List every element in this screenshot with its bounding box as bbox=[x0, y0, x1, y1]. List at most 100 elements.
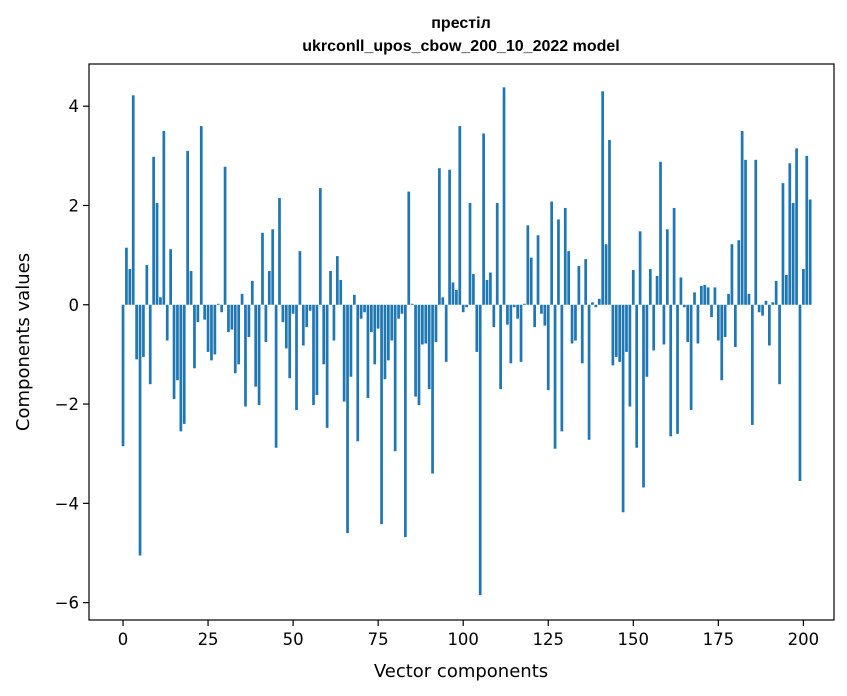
bar bbox=[267, 271, 271, 305]
bar bbox=[662, 304, 666, 345]
bar bbox=[727, 293, 730, 305]
bar bbox=[410, 303, 414, 305]
bar bbox=[359, 304, 363, 319]
bar bbox=[223, 166, 227, 305]
bar bbox=[162, 131, 166, 305]
bar bbox=[499, 304, 502, 390]
bar bbox=[233, 304, 237, 374]
bar bbox=[509, 304, 513, 364]
bar bbox=[713, 287, 717, 305]
bar bbox=[329, 271, 332, 305]
bar bbox=[526, 225, 530, 305]
bar bbox=[339, 279, 343, 305]
bar bbox=[506, 304, 509, 325]
bar bbox=[730, 244, 734, 305]
bar bbox=[159, 297, 162, 305]
bar bbox=[563, 207, 567, 305]
bar bbox=[237, 304, 241, 365]
bar bbox=[648, 269, 652, 305]
bar bbox=[301, 304, 305, 346]
bar bbox=[665, 229, 669, 305]
bar bbox=[560, 304, 564, 432]
bar bbox=[621, 304, 625, 513]
bar bbox=[740, 131, 744, 305]
bar bbox=[125, 247, 128, 305]
bar bbox=[495, 203, 499, 305]
bars-group bbox=[121, 87, 812, 596]
bar bbox=[244, 304, 247, 407]
bar bbox=[352, 294, 356, 305]
bar bbox=[710, 304, 713, 318]
bar bbox=[332, 304, 336, 341]
bar bbox=[655, 275, 659, 305]
bar bbox=[696, 304, 700, 344]
bar bbox=[274, 304, 278, 448]
bar bbox=[795, 148, 798, 305]
bar bbox=[455, 289, 458, 305]
bar bbox=[478, 304, 482, 596]
x-tick-label: 50 bbox=[283, 630, 304, 649]
bar bbox=[138, 304, 142, 556]
bar bbox=[427, 304, 431, 390]
bar bbox=[682, 304, 686, 308]
bar bbox=[186, 150, 190, 305]
bar bbox=[747, 293, 751, 305]
bar bbox=[737, 240, 741, 305]
bar bbox=[785, 274, 788, 305]
bar bbox=[774, 280, 778, 305]
bar bbox=[131, 95, 135, 305]
bar bbox=[247, 304, 251, 338]
bar bbox=[250, 280, 254, 305]
bar bbox=[540, 304, 543, 314]
x-tick-label: 0 bbox=[118, 630, 129, 649]
bar bbox=[397, 304, 400, 319]
bar bbox=[703, 284, 707, 305]
bar bbox=[363, 304, 366, 313]
y-tick-label: −4 bbox=[55, 494, 79, 513]
y-tick-label: 4 bbox=[69, 97, 80, 116]
bar bbox=[720, 304, 724, 381]
bar bbox=[679, 277, 683, 305]
bar bbox=[421, 304, 424, 345]
bar bbox=[492, 304, 496, 328]
bar bbox=[210, 304, 213, 361]
bar bbox=[614, 304, 618, 357]
bar bbox=[638, 231, 642, 305]
bar bbox=[805, 155, 809, 305]
bar bbox=[757, 304, 761, 313]
bar bbox=[771, 302, 775, 305]
bar bbox=[342, 304, 346, 402]
bar bbox=[591, 302, 594, 305]
bar bbox=[751, 304, 754, 425]
bar bbox=[597, 298, 601, 305]
bar bbox=[523, 303, 526, 305]
bar bbox=[346, 304, 349, 534]
bar bbox=[611, 304, 615, 366]
bar bbox=[424, 304, 428, 344]
bar bbox=[808, 199, 812, 305]
bar bbox=[761, 304, 764, 316]
bar bbox=[475, 304, 479, 352]
bar bbox=[577, 266, 581, 305]
bar bbox=[546, 304, 550, 391]
bar bbox=[414, 304, 417, 397]
bar bbox=[533, 304, 536, 328]
bar bbox=[570, 304, 574, 344]
bar bbox=[706, 287, 710, 305]
bar bbox=[366, 304, 370, 399]
bar bbox=[580, 304, 584, 364]
bar bbox=[778, 304, 781, 385]
bar bbox=[325, 304, 329, 428]
x-axis-ticks: 0 25 50 75 100 125 150 175 200 bbox=[118, 620, 819, 649]
bar bbox=[295, 304, 298, 411]
bar bbox=[798, 304, 802, 481]
bar bbox=[631, 270, 635, 305]
bar bbox=[472, 273, 475, 305]
bar bbox=[642, 304, 645, 488]
bar bbox=[206, 304, 210, 352]
bar bbox=[723, 304, 727, 338]
bar bbox=[227, 304, 230, 333]
bar bbox=[693, 292, 696, 305]
bar bbox=[686, 304, 690, 342]
